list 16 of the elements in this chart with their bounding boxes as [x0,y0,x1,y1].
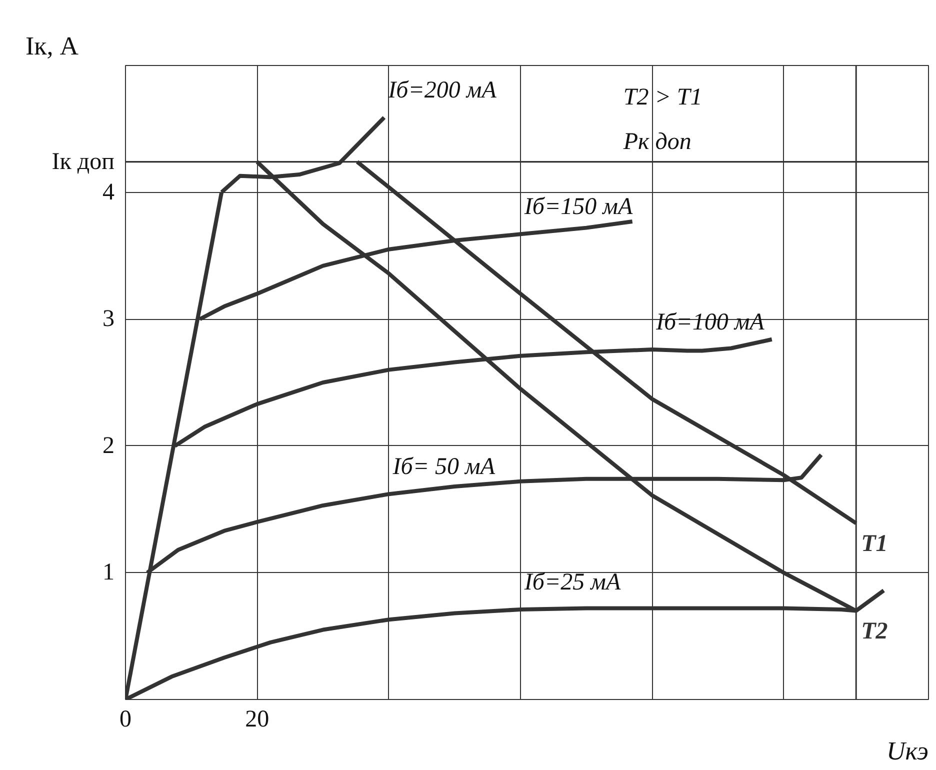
annotation: Pк доп [622,128,692,155]
y-axis-title: Iк, А [26,32,79,60]
annotation: Iб= 50 мА [392,454,496,480]
x-tick-label: 0 [120,706,132,732]
x-axis-title: Uкэ [886,736,929,766]
y-tick-label: Iк доп [52,148,115,175]
x-tick-label: 20 [245,706,270,732]
y-tick-label: 2 [102,432,114,459]
y-tick-label: 1 [102,560,114,586]
annotation: T2 > T1 [623,84,702,111]
y-tick-label: 3 [102,306,114,332]
series-label: T1 [861,531,888,558]
annotation: Iб=25 мА [523,569,621,596]
y-tick-label: 4 [102,179,114,206]
annotation: Iб=150 мА [523,194,633,220]
series-label: T2 [861,618,888,645]
